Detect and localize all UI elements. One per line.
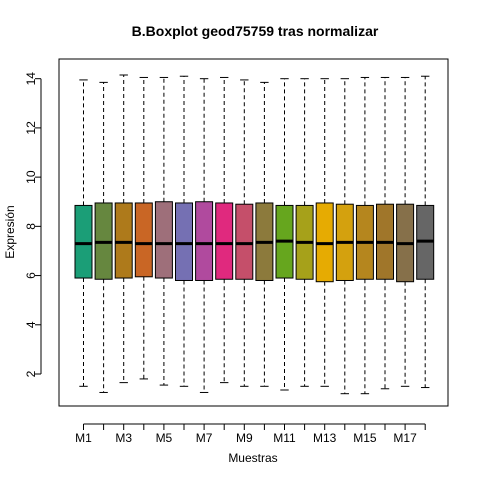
y-tick-label-14: 14 <box>24 72 38 86</box>
plot-area: 2 4 6 8 10 12 14 M1 M3 M5 M7 M9 M11 M13 M15 M17 <box>24 72 435 445</box>
x-tick-label-m7: M7 <box>196 431 213 445</box>
y-tick-label-2: 2 <box>24 370 38 377</box>
y-tick-label-4: 4 <box>24 321 38 328</box>
x-tick-label-m1: M1 <box>75 431 92 445</box>
box-m6-body <box>175 202 193 281</box>
plot-frame <box>58 58 449 407</box>
box-m9-body <box>235 203 254 280</box>
y-axis-label: Expresión <box>3 205 17 258</box>
x-tick-label-m15: M15 <box>353 431 377 445</box>
box-m7-body <box>195 201 214 281</box>
chart-title: B.Boxplot geod75759 tras normalizar <box>132 23 379 39</box>
x-tick-label-m11: M11 <box>273 431 296 445</box>
box-m1-body <box>74 204 93 279</box>
box-m4-body <box>134 202 153 278</box>
x-tick-label-m3: M3 <box>115 431 132 445</box>
box-m3-body <box>114 202 133 279</box>
x-axis-label: Muestras <box>228 451 277 465</box>
x-tick-label-m17: M17 <box>393 431 417 445</box>
y-tick-label-8: 8 <box>24 223 38 230</box>
y-tick-label-10: 10 <box>24 170 38 184</box>
x-tick-label-m9: M9 <box>236 431 253 445</box>
y-tick-label-6: 6 <box>24 272 38 279</box>
x-tick-label-m5: M5 <box>156 431 173 445</box>
box-m5-body <box>154 201 173 279</box>
x-tick-label-m13: M13 <box>313 431 337 445</box>
box-m8-body <box>215 202 234 280</box>
y-tick-label-12: 12 <box>24 121 38 135</box>
